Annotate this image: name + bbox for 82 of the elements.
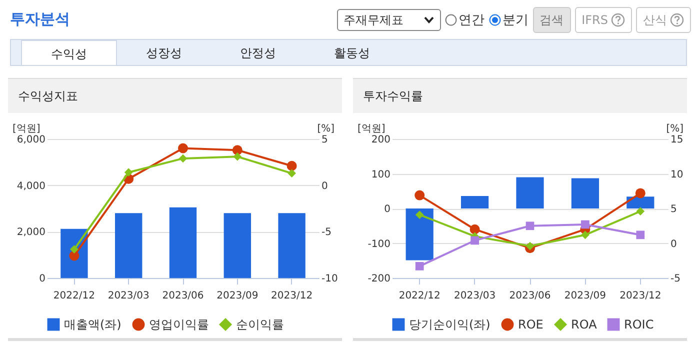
x-tick-label: 2022/12: [53, 290, 95, 302]
bar: [169, 207, 197, 278]
x-tick-label: 2023/06: [162, 290, 204, 302]
x-tick-label: 2023/12: [620, 290, 662, 302]
point: [178, 143, 188, 154]
bar: [224, 213, 251, 278]
point: [69, 250, 80, 261]
x-tick-label: 2023/03: [108, 290, 150, 302]
y2-axis-title: [%]: [317, 124, 335, 134]
chart-title: 투자수익률: [353, 78, 687, 113]
point: [581, 220, 590, 229]
y-axis-title: [억원]: [12, 124, 40, 134]
bar: [571, 178, 599, 208]
bar: [115, 213, 142, 278]
text: 검색: [540, 12, 564, 28]
y2-tick-label: 15: [670, 134, 684, 146]
point: [470, 236, 479, 245]
x-tick-label: 2023/09: [564, 290, 606, 302]
text: 안정성: [239, 45, 277, 62]
text: 수익성: [21, 40, 117, 65]
x-tick-label: 2023/12: [271, 290, 313, 302]
x-tick-label: 2023/09: [216, 290, 258, 302]
legend-label: ROIC: [624, 318, 654, 332]
point: [415, 210, 424, 219]
point: [288, 169, 296, 178]
text: 성장성: [145, 45, 183, 62]
text: 활동성: [333, 45, 371, 62]
bar: [461, 196, 489, 208]
point: [286, 160, 297, 171]
y-tick-label: 4,000: [16, 180, 46, 192]
x-tick-label: 2023/03: [454, 290, 496, 302]
point: [415, 262, 424, 270]
point: [636, 230, 645, 240]
point: [470, 224, 480, 234]
text: IFRS: [582, 13, 608, 27]
bar: [406, 208, 434, 260]
point: [526, 222, 534, 230]
y-tick-label: -100: [368, 238, 390, 250]
point: [70, 245, 78, 254]
y-tick-label: 0: [384, 204, 390, 215]
text: 주재무제표: [344, 12, 404, 28]
legend-label: 당기순이익(좌): [409, 318, 490, 332]
point: [581, 230, 590, 240]
text: 분기: [502, 12, 529, 29]
y2-axis-title: [%]: [666, 124, 684, 134]
y-tick-label: 100: [371, 169, 390, 180]
y2-tick-label: 0: [670, 238, 677, 250]
bar: [278, 213, 306, 278]
chart-title: 수익성지표: [8, 78, 342, 113]
y-tick-label: 0: [39, 274, 46, 284]
text: 연간: [458, 12, 485, 29]
bar: [516, 177, 544, 208]
point: [636, 207, 645, 216]
y-tick-label: 200: [371, 134, 390, 146]
point: [526, 242, 534, 250]
y2-tick-label: 0: [322, 180, 328, 192]
legend-label: 매출액(좌): [64, 318, 122, 332]
y-tick-label: 6,000: [16, 134, 46, 146]
legend-label: ROE: [518, 318, 544, 332]
text: 투자분석: [10, 10, 70, 29]
point: [232, 145, 242, 156]
text: 산식: [643, 12, 667, 28]
y-axis-title: [억원]: [358, 124, 386, 134]
point: [124, 168, 133, 177]
legend-label: 영업이익률: [149, 318, 209, 332]
y2-tick-label: -10: [322, 274, 338, 284]
y-tick-label: 2,000: [16, 227, 46, 238]
x-tick-label: 2023/06: [509, 290, 551, 302]
x-tick-label: 2022/12: [398, 290, 440, 302]
bar: [626, 196, 654, 208]
point: [178, 154, 188, 163]
y2-tick-label: -5: [322, 227, 332, 238]
y2-tick-label: 10: [670, 169, 684, 180]
y2-tick-label: -5: [670, 274, 680, 284]
y2-tick-label: 5: [670, 204, 677, 215]
y-tick-label: -200: [368, 274, 390, 284]
legend-label: 순이익률: [236, 318, 284, 332]
legend-label: ROA: [571, 318, 598, 332]
point: [233, 152, 242, 161]
point: [414, 190, 425, 200]
point: [635, 188, 646, 198]
y2-tick-label: 5: [322, 134, 328, 146]
